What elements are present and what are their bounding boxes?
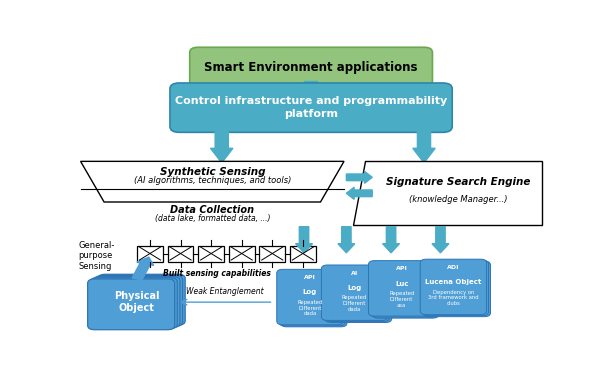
FancyBboxPatch shape bbox=[190, 47, 432, 87]
Text: Lucena Object: Lucena Object bbox=[426, 279, 481, 285]
FancyBboxPatch shape bbox=[95, 276, 183, 326]
Polygon shape bbox=[353, 161, 541, 225]
FancyBboxPatch shape bbox=[170, 83, 452, 132]
Text: (AI algorithms, techniques, and tools): (AI algorithms, techniques, and tools) bbox=[134, 176, 291, 185]
FancyBboxPatch shape bbox=[424, 261, 490, 317]
FancyBboxPatch shape bbox=[87, 279, 175, 330]
FancyArrow shape bbox=[347, 171, 372, 183]
Text: General-
purpose
Sensing: General- purpose Sensing bbox=[78, 241, 115, 271]
FancyBboxPatch shape bbox=[279, 270, 345, 326]
FancyBboxPatch shape bbox=[373, 263, 439, 318]
FancyArrow shape bbox=[296, 227, 313, 253]
Polygon shape bbox=[81, 161, 344, 202]
Bar bbox=[168, 245, 194, 262]
Text: (data lake, formatted data, ...): (data lake, formatted data, ...) bbox=[155, 214, 270, 223]
Text: API: API bbox=[304, 275, 316, 280]
FancyBboxPatch shape bbox=[93, 277, 180, 327]
Text: Signature Search Engine: Signature Search Engine bbox=[386, 177, 531, 187]
Text: ADI: ADI bbox=[447, 265, 459, 270]
FancyBboxPatch shape bbox=[368, 261, 435, 316]
FancyBboxPatch shape bbox=[422, 260, 489, 316]
FancyBboxPatch shape bbox=[277, 269, 343, 325]
Text: (knowledge Manager...): (knowledge Manager...) bbox=[409, 195, 507, 204]
Text: Synthetic Sensing: Synthetic Sensing bbox=[160, 167, 265, 177]
Text: Weak Entanglement: Weak Entanglement bbox=[186, 287, 264, 296]
Text: API: API bbox=[396, 266, 407, 271]
FancyBboxPatch shape bbox=[98, 274, 185, 325]
FancyArrow shape bbox=[211, 127, 233, 163]
Bar bbox=[259, 245, 285, 262]
Text: Dependency on
3rd framework and
clubs: Dependency on 3rd framework and clubs bbox=[428, 290, 479, 306]
Text: Built sensing capabilities: Built sensing capabilities bbox=[163, 269, 271, 277]
Text: Repeated
Different
asa: Repeated Different asa bbox=[389, 291, 414, 308]
Text: Log: Log bbox=[347, 285, 362, 291]
FancyArrow shape bbox=[132, 257, 154, 280]
Bar bbox=[229, 245, 255, 262]
FancyBboxPatch shape bbox=[90, 278, 177, 329]
FancyArrow shape bbox=[382, 227, 399, 253]
FancyArrow shape bbox=[300, 81, 322, 90]
FancyArrow shape bbox=[432, 227, 449, 253]
Bar bbox=[198, 245, 224, 262]
FancyArrow shape bbox=[413, 127, 435, 163]
FancyBboxPatch shape bbox=[324, 266, 390, 322]
FancyBboxPatch shape bbox=[322, 265, 388, 320]
Bar bbox=[137, 245, 163, 262]
Text: Data Collection: Data Collection bbox=[170, 205, 254, 215]
Text: Log: Log bbox=[303, 289, 317, 295]
Text: Repeated
Different
dada: Repeated Different dada bbox=[297, 300, 322, 316]
Text: Repeated
Different
dada: Repeated Different dada bbox=[342, 296, 367, 312]
FancyBboxPatch shape bbox=[325, 267, 392, 322]
FancyBboxPatch shape bbox=[280, 271, 347, 327]
FancyBboxPatch shape bbox=[370, 262, 437, 317]
FancyBboxPatch shape bbox=[420, 259, 487, 315]
Text: Control infrastructure and programmability
platform: Control infrastructure and programmabili… bbox=[175, 96, 447, 119]
FancyArrow shape bbox=[338, 227, 355, 253]
Text: Smart Environment applications: Smart Environment applications bbox=[205, 61, 418, 74]
FancyArrow shape bbox=[347, 187, 372, 199]
Text: Luc: Luc bbox=[395, 280, 409, 287]
Text: AI: AI bbox=[351, 271, 358, 276]
Text: Physical
Object: Physical Object bbox=[114, 291, 159, 313]
Bar bbox=[290, 245, 316, 262]
